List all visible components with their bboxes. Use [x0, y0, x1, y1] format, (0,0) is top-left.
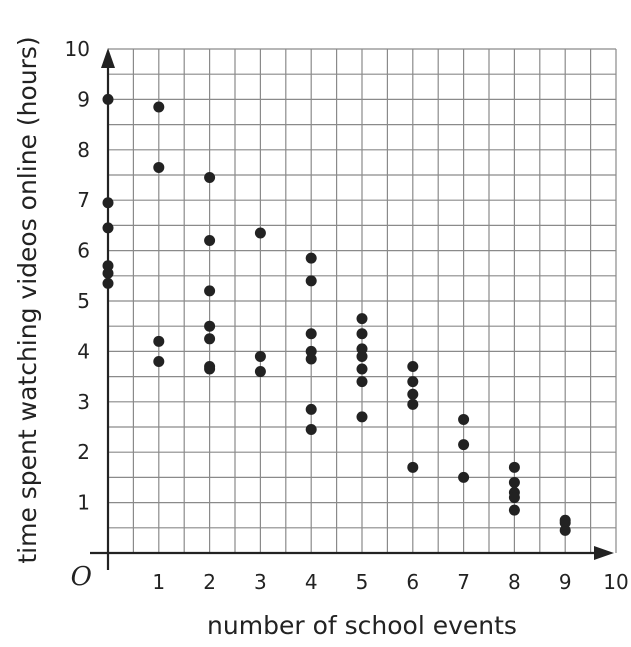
data-point [508, 461, 520, 473]
x-tick-label: 4 [305, 570, 318, 594]
data-point [204, 172, 216, 184]
grid-lines [108, 48, 617, 553]
data-point [356, 363, 368, 375]
data-point [305, 275, 317, 287]
data-point [204, 320, 216, 332]
data-point [407, 461, 419, 473]
data-point [559, 524, 571, 536]
x-tick-label: 7 [457, 570, 470, 594]
data-point [102, 267, 114, 279]
data-point [254, 350, 266, 362]
data-point [508, 476, 520, 488]
data-point [254, 366, 266, 378]
x-tick-label: 10 [603, 570, 628, 594]
axes [90, 48, 614, 570]
data-point [254, 227, 266, 239]
y-tick-label: 2 [77, 440, 90, 464]
x-tick-label: 6 [406, 570, 419, 594]
y-tick-label: 10 [65, 37, 90, 61]
y-tick-label: 9 [77, 87, 90, 111]
data-point [356, 328, 368, 340]
data-point [458, 471, 470, 483]
y-axis-label: time spent watching videos online (hours… [13, 36, 42, 563]
data-point [458, 439, 470, 451]
x-tick-label: 1 [152, 570, 165, 594]
data-point [458, 413, 470, 425]
data-point [407, 376, 419, 388]
data-point [153, 101, 165, 113]
x-axis-label: number of school events [207, 611, 517, 640]
y-tick-label: 5 [77, 289, 90, 313]
data-point [407, 398, 419, 410]
y-tick-label: 8 [77, 138, 90, 162]
data-point [356, 376, 368, 388]
data-point [407, 388, 419, 400]
y-tick-label: 1 [77, 491, 90, 515]
data-point [305, 403, 317, 415]
data-point [305, 424, 317, 436]
data-point [102, 197, 114, 209]
data-point [102, 93, 114, 105]
data-point [102, 277, 114, 289]
data-point [305, 345, 317, 357]
data-points [102, 93, 571, 536]
y-axis-arrow [101, 48, 115, 68]
x-tick-label: 8 [508, 570, 521, 594]
data-point [153, 335, 165, 347]
data-point [204, 235, 216, 247]
x-tick-label: 2 [203, 570, 216, 594]
data-point [153, 355, 165, 367]
data-point [204, 333, 216, 345]
x-tick-label: 9 [559, 570, 572, 594]
data-point [204, 363, 216, 375]
data-point [153, 161, 165, 173]
data-point [508, 504, 520, 516]
y-tick-label: 6 [77, 239, 90, 263]
data-point [102, 222, 114, 234]
origin-label: O [71, 562, 92, 592]
y-tick-label: 4 [77, 339, 90, 363]
y-tick-label: 3 [77, 390, 90, 414]
tick-labels: 1 2 3 4 5 6 7 8 9 10 1 2 3 4 5 6 7 8 9 10 [65, 37, 629, 594]
data-point [407, 361, 419, 373]
x-tick-label: 3 [254, 570, 267, 594]
data-point [305, 328, 317, 340]
data-point [356, 313, 368, 325]
y-tick-label: 7 [77, 188, 90, 212]
x-tick-label: 5 [356, 570, 369, 594]
data-point [356, 411, 368, 423]
data-point [305, 353, 317, 365]
data-point [356, 350, 368, 362]
x-axis-arrow [594, 546, 614, 560]
data-point [204, 285, 216, 297]
data-point [305, 252, 317, 264]
data-point [356, 343, 368, 355]
data-point [508, 492, 520, 504]
data-point [102, 260, 114, 272]
data-point [559, 517, 571, 529]
